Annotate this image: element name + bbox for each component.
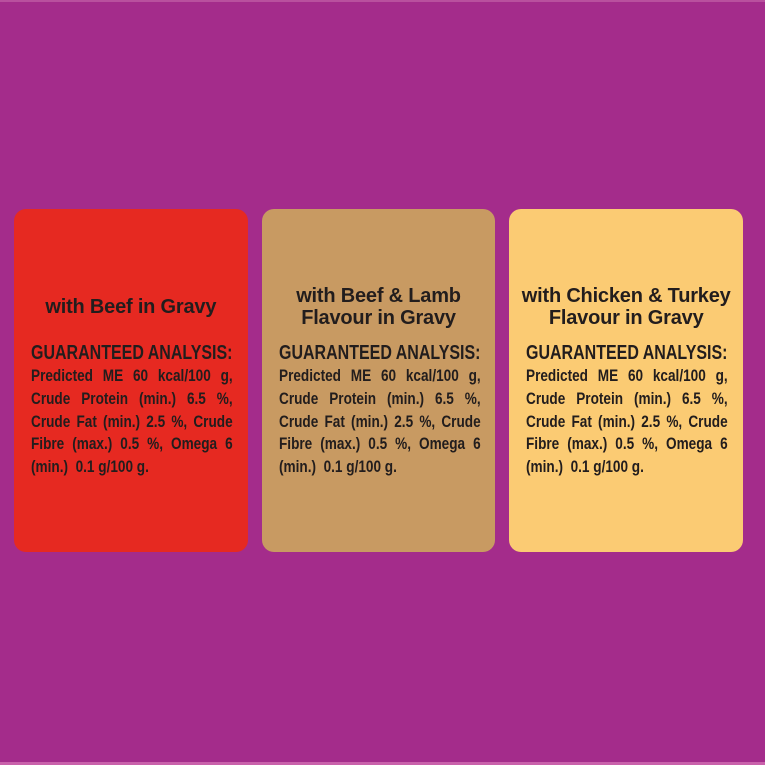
flavour-panel-title-line: with Beef in Gravy [45,296,217,318]
guaranteed-analysis-block: GUARANTEED ANALYSIS: Predicted ME 60 kca… [31,342,233,479]
analysis-line: Crude Protein (min.) 6.5 %, [278,388,481,408]
analysis-line: Predicted ME 60 kcal/100 g, [278,366,481,385]
analysis-line: Predicted ME 60 kcal/100 g, [31,366,233,385]
analysis-line: Fibre (max.) 0.5 %, Omega 6 [278,434,481,454]
flavour-panels-row: with Beef in Gravy GUARANTEED ANALYSIS: … [14,209,744,552]
analysis-line: Crude Protein (min.) 6.5 %, [526,388,729,408]
flavour-panel-title: with Beef & Lamb Flavour in Gravy [270,273,488,341]
analysis-line: (min.) 0.1 g/100 g. [31,457,149,477]
flavour-panel-title-line: Flavour in Gravy [301,307,456,329]
guaranteed-analysis-block: GUARANTEED ANALYSIS: Predicted ME 60 kca… [279,342,481,479]
flavour-panel-title-line: with Chicken & Turkey [521,285,731,307]
guaranteed-analysis-block: GUARANTEED ANALYSIS: Predicted ME 60 kca… [526,342,728,479]
flavour-panel-title: with Beef in Gravy [22,273,240,341]
guaranteed-analysis-heading: GUARANTEED ANALYSIS: [278,342,481,364]
flavour-panel-title-line: Flavour in Gravy [548,307,704,329]
analysis-line: Predicted ME 60 kcal/100 g, [526,366,729,385]
analysis-line: Crude Fat (min.) 2.5 %, Crude [31,411,233,431]
guaranteed-analysis-body: Predicted ME 60 kcal/100 g, Crude Protein… [526,365,728,479]
analysis-line: (min.) 0.1 g/100 g. [526,457,645,477]
analysis-line: Fibre (max.) 0.5 %, Omega 6 [526,434,729,454]
analysis-line: (min.) 0.1 g/100 g. [278,457,397,477]
analysis-line: Crude Fat (min.) 2.5 %, Crude [278,411,481,431]
guaranteed-analysis-body: Predicted ME 60 kcal/100 g, Crude Protein… [31,365,233,479]
flavour-panel-chicken-turkey-flavour-in-gravy: with Chicken & Turkey Flavour in Gravy GU… [509,209,744,552]
flavour-panel-title: with Chicken & Turkey Flavour in Gravy [517,273,735,341]
analysis-line: Crude Fat (min.) 2.5 %, Crude [526,411,729,431]
guaranteed-analysis-heading: GUARANTEED ANALYSIS: [31,342,233,364]
flavour-panel-beef-in-gravy: with Beef in Gravy GUARANTEED ANALYSIS: … [14,209,248,552]
bottom-edge-highlight [0,762,765,765]
analysis-line: Crude Protein (min.) 6.5 %, [31,388,233,408]
flavour-panel-title-line: with Beef & Lamb [296,285,461,307]
flavour-panel-beef-lamb-flavour-in-gravy: with Beef & Lamb Flavour in Gravy GUARANT… [261,209,496,552]
guaranteed-analysis-heading: GUARANTEED ANALYSIS: [526,342,728,364]
analysis-line: Fibre (max.) 0.5 %, Omega 6 [31,434,233,454]
top-edge-highlight [0,0,765,2]
guaranteed-analysis-body: Predicted ME 60 kcal/100 g, Crude Protein… [279,365,481,479]
